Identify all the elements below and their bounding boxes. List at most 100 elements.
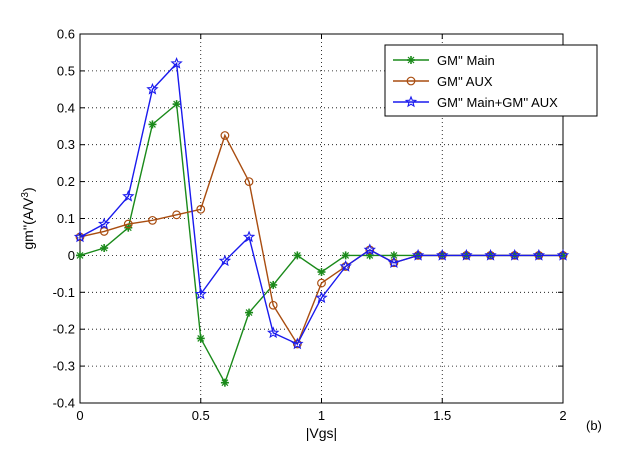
marker-star <box>436 248 449 261</box>
marker-star <box>508 248 521 261</box>
y-axis-label-sup: 3 <box>20 192 31 198</box>
marker-stroke <box>173 100 181 108</box>
marker-star <box>411 248 425 261</box>
data-point <box>170 57 183 69</box>
series-3 <box>73 57 570 350</box>
marker-star <box>404 95 418 108</box>
marker-star <box>218 254 232 267</box>
data-point <box>122 189 135 202</box>
marker-star <box>194 287 207 300</box>
data-point <box>293 251 302 260</box>
data-point <box>99 227 109 236</box>
data-point <box>242 230 256 243</box>
data-point <box>148 120 157 129</box>
marker-plus <box>148 120 157 129</box>
marker-plus <box>100 244 109 253</box>
marker-star <box>387 256 401 269</box>
legend-item-1: GM'' Main <box>393 53 495 68</box>
marker-plus <box>269 280 278 289</box>
y-tick-label: 0.4 <box>57 100 75 115</box>
marker-plus <box>220 378 229 387</box>
data-point <box>244 177 254 187</box>
data-point <box>194 287 207 300</box>
legend-label: GM'' Main+GM'' AUX <box>437 95 558 110</box>
y-tick-label: 0.2 <box>57 174 75 189</box>
legend: GM'' Main GM'' AUX GM'' Main+GM'' AUX <box>384 44 598 117</box>
data-point <box>73 230 87 243</box>
series-2 <box>75 131 568 349</box>
panel-annotation: (b) <box>586 418 602 433</box>
y-axis-label-text: gm''(A/V <box>20 197 36 250</box>
marker-plus <box>341 251 350 260</box>
y-tick-label: 0.5 <box>57 63 75 78</box>
marker-stroke <box>342 251 350 259</box>
marker-plus <box>196 334 205 343</box>
marker-stroke <box>197 335 205 342</box>
data-point <box>97 217 111 230</box>
legend-label: GM'' Main <box>437 53 495 68</box>
x-tick-label: 2 <box>559 408 566 423</box>
data-point <box>196 204 206 214</box>
series-1 <box>76 100 567 387</box>
y-tick-label: 0.3 <box>57 137 75 152</box>
legend-items: GM'' Main GM'' AUX GM'' Main+GM'' AUX <box>393 53 558 110</box>
marker-circle <box>268 300 278 310</box>
marker-star <box>73 230 87 243</box>
data-point <box>339 259 352 272</box>
data-point <box>317 278 326 288</box>
data-point <box>317 268 326 277</box>
marker-stroke <box>149 120 156 128</box>
data-point <box>123 219 133 229</box>
data-point <box>387 256 401 269</box>
marker-stroke <box>293 251 301 259</box>
marker-star <box>291 337 304 350</box>
marker-star <box>267 326 280 339</box>
marker-star <box>339 259 352 272</box>
series-line <box>79 61 563 345</box>
data-point <box>100 244 109 253</box>
y-axis-label: gm''(A/V3) <box>20 187 36 249</box>
marker-plus <box>245 308 254 317</box>
data-point <box>148 215 157 225</box>
data-point <box>172 210 182 220</box>
y-tick-label: -0.2 <box>53 322 75 337</box>
marker-star <box>532 248 546 261</box>
marker-circle <box>123 219 133 229</box>
marker-plus <box>317 268 326 277</box>
marker-star <box>363 243 376 256</box>
marker-stroke <box>100 244 108 252</box>
y-tick-label: 0 <box>68 248 75 263</box>
data-point <box>76 251 84 260</box>
marker-plus <box>407 56 415 64</box>
marker-stroke <box>390 251 398 259</box>
series-lines <box>73 57 570 387</box>
marker-stroke <box>245 309 253 317</box>
y-tick-label: -0.3 <box>53 359 75 374</box>
data-point <box>146 82 159 95</box>
marker-star <box>460 248 473 261</box>
legend-item-3: GM'' Main+GM'' AUX <box>393 95 558 110</box>
marker-star <box>556 248 570 261</box>
data-point <box>532 248 546 261</box>
data-point <box>363 243 376 256</box>
marker-circle <box>406 76 416 86</box>
data-point <box>268 300 278 310</box>
data-point <box>218 254 232 267</box>
y-tick-label: -0.4 <box>53 396 75 411</box>
x-tick-label: 1.5 <box>433 408 451 423</box>
y-tick-label: -0.1 <box>53 285 75 300</box>
x-tick-label: 1 <box>318 408 325 423</box>
marker-stroke <box>76 251 84 259</box>
marker-circle <box>244 177 254 187</box>
y-tick-label: 0.1 <box>57 211 75 226</box>
x-axis-label: |Vgs| <box>306 425 337 441</box>
marker-star <box>315 291 328 304</box>
marker-circle <box>172 210 182 220</box>
marker-star <box>97 217 111 230</box>
marker-circle <box>99 227 109 236</box>
marker-star <box>122 189 135 202</box>
data-point <box>196 334 205 343</box>
data-point <box>411 248 425 261</box>
marker-plus <box>293 251 302 260</box>
